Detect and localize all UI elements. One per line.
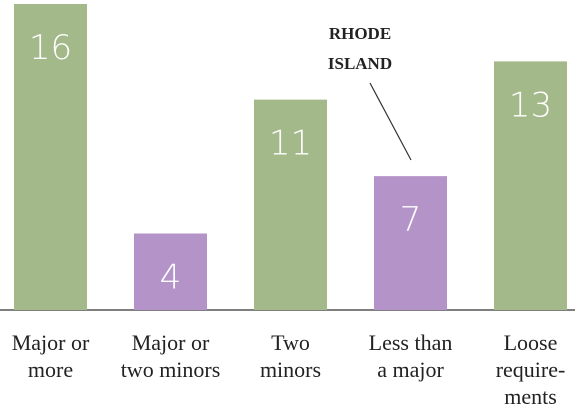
x-tick-label: minors: [260, 357, 321, 382]
bar: [14, 4, 87, 310]
value-label: 4: [160, 258, 182, 298]
x-tick-label: two minors: [121, 357, 221, 382]
value-label: 11: [269, 124, 312, 164]
x-tick-label: more: [28, 357, 73, 382]
x-tick-label: ments: [504, 384, 557, 409]
annotation: ISLAND: [328, 54, 392, 73]
bar: [254, 99, 327, 310]
x-tick-label: Two: [271, 330, 310, 355]
x-tick-label: require-: [496, 357, 566, 382]
x-tick-label: Loose: [504, 330, 558, 355]
annotation-pointer: [369, 82, 412, 161]
x-tick-label: Major or: [132, 330, 210, 355]
bar: [494, 61, 567, 310]
annotation: RHODE: [329, 24, 391, 43]
bar: [374, 176, 447, 310]
x-tick-label: a major: [377, 357, 444, 382]
value-label: 13: [509, 85, 552, 125]
value-label: 16: [29, 28, 72, 68]
x-tick-label: Less than: [369, 330, 453, 355]
x-tick-label: Major or: [12, 330, 90, 355]
value-label: 7: [400, 200, 422, 240]
bar: [134, 233, 207, 310]
